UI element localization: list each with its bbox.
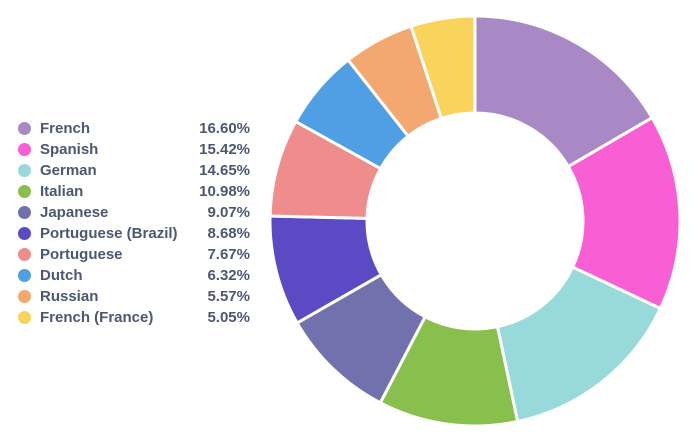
- legend-value: 6.32%: [207, 267, 250, 284]
- legend-item[interactable]: Portuguese 7.67%: [18, 244, 250, 265]
- legend-label: French: [40, 120, 91, 137]
- legend-label: French (France): [40, 309, 154, 326]
- legend-swatch: [18, 143, 31, 156]
- legend-value: 9.07%: [207, 204, 250, 221]
- legend-swatch: [18, 290, 31, 303]
- legend-item[interactable]: German 14.65%: [18, 160, 250, 181]
- legend-item[interactable]: Spanish 15.42%: [18, 139, 250, 160]
- legend-value: 14.65%: [199, 162, 250, 179]
- donut-chart: [268, 14, 682, 428]
- legend-item[interactable]: Portuguese (Brazil) 8.68%: [18, 223, 250, 244]
- legend-swatch: [18, 227, 31, 240]
- legend-item[interactable]: French 16.60%: [18, 118, 250, 139]
- chart-legend: French 16.60% Spanish 15.42% German 14.65% Ita…: [18, 118, 250, 328]
- legend-label: Dutch: [40, 267, 83, 284]
- legend-value: 10.98%: [199, 183, 250, 200]
- legend-value: 15.42%: [199, 141, 250, 158]
- legend-value: 5.05%: [207, 309, 250, 326]
- legend-label: Portuguese (Brazil): [40, 225, 178, 242]
- legend-value: 7.67%: [207, 246, 250, 263]
- legend-label: Spanish: [40, 141, 99, 158]
- legend-item[interactable]: Russian 5.57%: [18, 286, 250, 307]
- legend-label: Russian: [40, 288, 99, 305]
- legend-label: Japanese: [40, 204, 109, 221]
- legend-item[interactable]: Japanese 9.07%: [18, 202, 250, 223]
- legend-value: 5.57%: [207, 288, 250, 305]
- legend-swatch: [18, 164, 31, 177]
- legend-label: Italian: [40, 183, 84, 200]
- legend-item[interactable]: French (France) 5.05%: [18, 307, 250, 328]
- legend-value: 8.68%: [207, 225, 250, 242]
- legend-swatch: [18, 122, 31, 135]
- legend-swatch: [18, 248, 31, 261]
- legend-item[interactable]: Dutch 6.32%: [18, 265, 250, 286]
- legend-swatch: [18, 185, 31, 198]
- legend-swatch: [18, 206, 31, 219]
- legend-label: Portuguese: [40, 246, 123, 263]
- legend-swatch: [18, 269, 31, 282]
- legend-value: 16.60%: [199, 120, 250, 137]
- legend-item[interactable]: Italian 10.98%: [18, 181, 250, 202]
- legend-label: German: [40, 162, 97, 179]
- donut-slice[interactable]: [409, 14, 477, 120]
- legend-swatch: [18, 311, 31, 324]
